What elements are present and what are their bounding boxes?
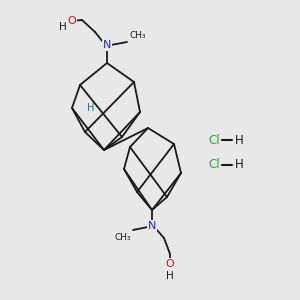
Text: H: H [235,158,244,172]
Text: O: O [166,259,174,269]
Text: Cl: Cl [208,158,220,172]
Text: H: H [235,134,244,146]
Text: CH₃: CH₃ [129,31,146,40]
Text: H: H [166,271,174,281]
Text: N: N [148,221,156,231]
Text: CH₃: CH₃ [114,233,131,242]
Text: O: O [68,16,76,26]
Text: Cl: Cl [208,134,220,146]
Text: H: H [59,22,67,32]
Text: H: H [87,103,95,113]
Text: N: N [103,40,111,50]
